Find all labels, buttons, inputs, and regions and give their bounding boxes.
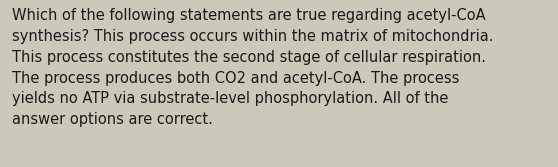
Text: Which of the following statements are true regarding acetyl-CoA
synthesis? This : Which of the following statements are tr… <box>12 8 494 127</box>
